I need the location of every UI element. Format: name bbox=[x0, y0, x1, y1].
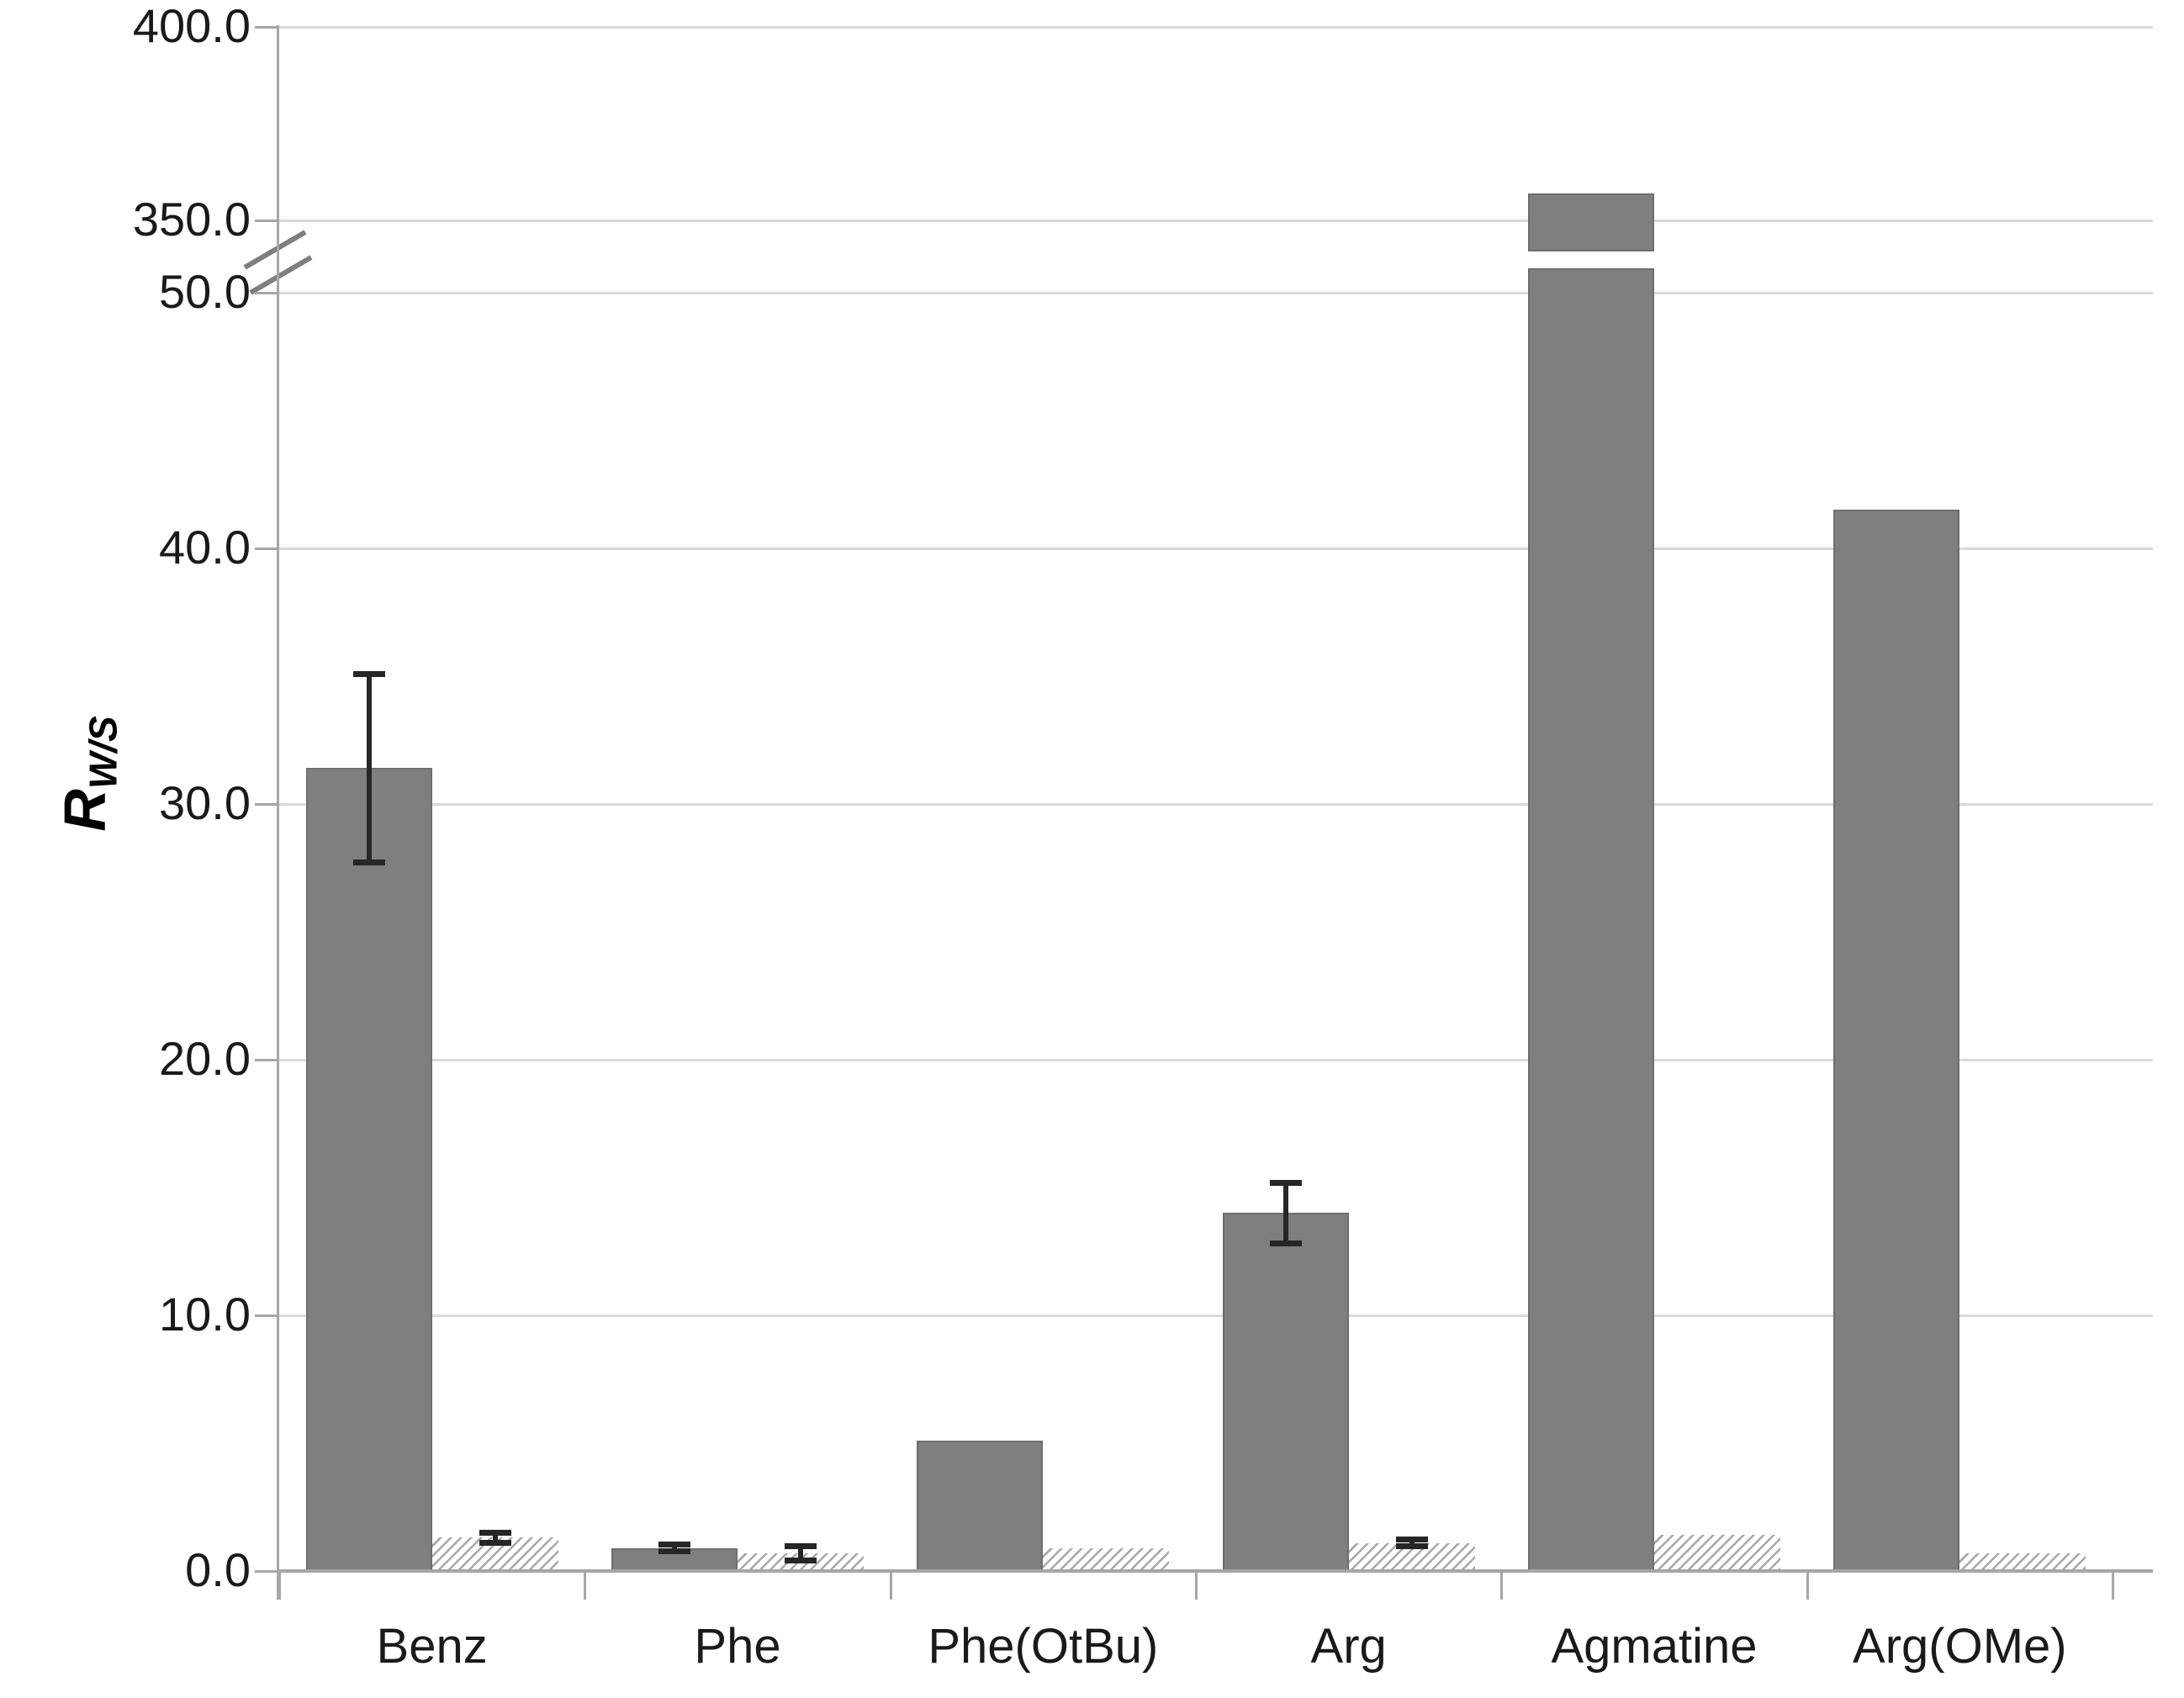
bar-arg-hatched-error-cap-top bbox=[1395, 1537, 1428, 1542]
x-axis-tick bbox=[889, 1571, 892, 1600]
y-tick-label: 10.0 bbox=[159, 1288, 251, 1341]
y-axis-break-icon bbox=[243, 230, 313, 295]
y-tick-label: 20.0 bbox=[159, 1032, 251, 1085]
gridline bbox=[279, 220, 2153, 222]
gridline bbox=[279, 803, 2153, 806]
bar-benz-solid-error-cap-top bbox=[352, 670, 385, 677]
bar-benz-hatched-error-cap-top bbox=[479, 1530, 511, 1537]
bar-benz-hatched-error-bar bbox=[492, 1532, 498, 1543]
y-axis-tick bbox=[255, 220, 277, 222]
x-category-label: Phe bbox=[694, 1619, 781, 1674]
y-tick-label: 30.0 bbox=[159, 776, 251, 829]
y-axis-tick bbox=[255, 1059, 277, 1061]
gridline bbox=[279, 547, 2153, 550]
x-axis-tick bbox=[584, 1571, 587, 1600]
y-axis-tick bbox=[255, 803, 277, 806]
bar-arg-hatched-error-cap-bottom bbox=[1395, 1543, 1428, 1550]
x-axis-tick bbox=[1806, 1571, 1809, 1600]
bar-arg-ome-hatched bbox=[1959, 1553, 2086, 1571]
bar-phe-hatched-error-bar bbox=[798, 1545, 803, 1561]
bar-phe-hatched-error-cap-bottom bbox=[785, 1557, 817, 1563]
bar-phe-solid-error-cap-top bbox=[658, 1542, 690, 1548]
x-category-label: Agmatine bbox=[1551, 1619, 1758, 1674]
gridline bbox=[279, 292, 2153, 294]
x-category-label: Phe(OtBu) bbox=[928, 1619, 1159, 1674]
y-axis-tick bbox=[255, 547, 277, 550]
x-axis-tick bbox=[278, 1571, 281, 1600]
y-tick-label: 350.0 bbox=[132, 193, 251, 246]
bar-arg-solid bbox=[1222, 1213, 1349, 1571]
bar-benz-solid bbox=[305, 768, 432, 1571]
y-axis-tick bbox=[255, 292, 277, 294]
bar-agmatine-hatched bbox=[1654, 1535, 1780, 1571]
y-tick-label: 0.0 bbox=[185, 1543, 251, 1596]
bar-arg-ome-solid bbox=[1833, 510, 1960, 1571]
x-axis-tick bbox=[1500, 1571, 1504, 1600]
y-tick-label: 40.0 bbox=[159, 521, 251, 574]
bar-agmatine-solid-lower-segment bbox=[1528, 268, 1654, 1571]
bar-agmatine-solid-upper-segment bbox=[1528, 193, 1654, 251]
y-axis-tick bbox=[255, 1570, 277, 1573]
bar-benz-hatched-error-cap-bottom bbox=[479, 1539, 511, 1546]
bar-arg-hatched-error-bar bbox=[1409, 1539, 1415, 1547]
bar-benz-solid-error-cap-bottom bbox=[352, 859, 385, 865]
x-axis-line bbox=[277, 1569, 2153, 1573]
bar-phe-solid-error-cap-bottom bbox=[658, 1548, 690, 1555]
bar-benz-solid-error-bar bbox=[366, 673, 372, 863]
y-axis-line bbox=[277, 25, 279, 1600]
x-category-label: Benz bbox=[376, 1619, 488, 1674]
gridline bbox=[279, 1314, 2153, 1317]
y-tick-label: 50.0 bbox=[159, 265, 251, 318]
y-tick-label: 400.0 bbox=[132, 0, 251, 52]
bar-phe-solid-error-bar bbox=[672, 1544, 677, 1553]
bar-arg-solid-error-bar bbox=[1282, 1182, 1288, 1244]
x-category-label: Arg bbox=[1310, 1619, 1387, 1674]
bar-phe-hatched-error-cap-top bbox=[785, 1542, 817, 1549]
bar-arg-solid-error-cap-bottom bbox=[1269, 1240, 1302, 1246]
gridline bbox=[279, 26, 2153, 29]
bar-arg-solid-error-cap-top bbox=[1269, 1179, 1302, 1186]
x-axis-tick bbox=[1195, 1571, 1198, 1600]
y-axis-title-subscript: W/S bbox=[81, 716, 125, 790]
x-axis-tick bbox=[2112, 1571, 2114, 1600]
y-axis-tick bbox=[255, 1314, 277, 1317]
y-axis-tick bbox=[255, 26, 277, 29]
gridline bbox=[279, 1059, 2153, 1061]
bar-phe-otbu-hatched bbox=[1043, 1547, 1170, 1571]
x-category-label: Arg(OMe) bbox=[1853, 1619, 2067, 1674]
bar-phe-otbu-solid bbox=[917, 1440, 1044, 1571]
